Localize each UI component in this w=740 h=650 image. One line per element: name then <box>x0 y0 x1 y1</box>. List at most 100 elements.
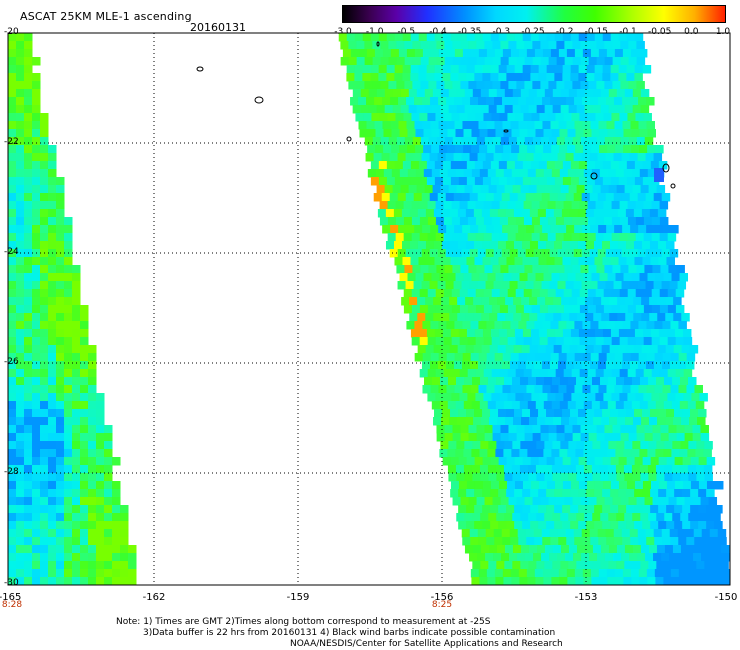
swath-cell <box>562 73 571 82</box>
swath-cell <box>479 449 488 458</box>
swath-cell <box>534 97 543 106</box>
swath-cell <box>596 265 605 274</box>
swath-cell <box>599 169 609 178</box>
swath-cell <box>520 89 530 98</box>
swath-cell <box>541 193 551 202</box>
swath-cell <box>32 113 41 122</box>
swath-cell <box>400 89 410 98</box>
swath-cell <box>580 425 589 434</box>
swath-cell <box>542 49 552 58</box>
swath-cell <box>8 105 17 114</box>
swath-cell <box>350 49 360 58</box>
swath-cell <box>502 353 512 362</box>
swath-cell <box>426 73 435 82</box>
swath-cell <box>40 489 49 498</box>
swath-cell <box>88 417 97 426</box>
swath-cell <box>72 377 81 386</box>
swath-cell <box>629 249 639 258</box>
swath-cell <box>570 481 580 490</box>
swath-cell <box>406 321 415 330</box>
swath-cell <box>455 449 464 458</box>
swath-cell <box>529 345 539 354</box>
swath-cell <box>458 409 467 418</box>
swath-cell <box>454 121 463 130</box>
swath-cell <box>48 153 57 162</box>
swath-cell <box>602 457 612 466</box>
swath-cell <box>589 553 598 562</box>
swath-cell <box>685 529 695 538</box>
swath-cell <box>636 433 646 442</box>
swath-cell <box>480 473 489 482</box>
swath-cell <box>64 369 73 378</box>
swath-cell <box>440 441 449 450</box>
swath-cell <box>416 105 426 114</box>
swath-cell <box>571 337 581 346</box>
swath-cell <box>24 561 33 570</box>
swath-cell <box>500 265 509 274</box>
swath-cell <box>500 425 509 434</box>
swath-cell <box>514 65 524 74</box>
swath-cell <box>597 553 606 562</box>
swath-cell <box>473 345 483 354</box>
swath-cell <box>72 329 81 338</box>
swath-cell <box>440 185 450 194</box>
swath-cell <box>543 577 552 585</box>
swath-cell <box>623 129 632 138</box>
swath-cell <box>650 329 660 338</box>
swath-cell <box>112 489 121 498</box>
swath-cell <box>519 145 528 154</box>
swath-cell <box>56 505 65 514</box>
swath-cell <box>582 353 592 362</box>
swath-cell <box>592 89 602 98</box>
swath-cell <box>680 561 689 570</box>
swath-cell <box>40 561 49 570</box>
swath-cell <box>577 345 587 354</box>
swath-cell <box>415 129 424 138</box>
swath-cell <box>414 49 424 58</box>
swath-cell <box>491 305 501 314</box>
swath-cell <box>678 385 687 394</box>
swath-cell <box>40 313 49 322</box>
swath-cell <box>649 297 658 306</box>
swath-cell <box>601 313 610 322</box>
swath-cell <box>594 521 603 530</box>
swath-cell <box>626 73 635 82</box>
swath-cell <box>700 433 710 442</box>
swath-cell <box>585 241 595 250</box>
swath-cell <box>450 177 460 186</box>
swath-cell <box>24 97 33 106</box>
swath-cell <box>366 49 376 58</box>
swath-cell <box>16 425 25 434</box>
swath-cell <box>32 473 41 482</box>
swath-cell <box>662 353 672 362</box>
swath-cell <box>539 201 549 210</box>
swath-cell <box>450 489 459 498</box>
swath-cell <box>8 33 17 42</box>
swath-cell <box>650 161 660 170</box>
swath-cell <box>56 177 65 186</box>
swath-cell <box>537 241 547 250</box>
swath-cell <box>112 577 121 585</box>
swath-cell <box>492 57 502 66</box>
swath-cell <box>609 417 618 426</box>
swath-cell <box>438 385 447 394</box>
swath-cell <box>680 513 689 522</box>
swath-cell <box>359 129 368 138</box>
swath-cell <box>673 345 683 354</box>
swath-cell <box>477 153 487 162</box>
swath-cell <box>513 297 522 306</box>
swath-cell <box>530 161 540 170</box>
lat-label: -24 <box>4 247 19 257</box>
swath-cell <box>541 249 551 258</box>
swath-cell <box>40 169 49 178</box>
swath-cell <box>583 169 593 178</box>
swath-cell <box>486 353 496 362</box>
swath-cell <box>564 433 574 442</box>
swath-cell <box>530 489 539 498</box>
swath-cell <box>72 369 81 378</box>
swath-cell <box>698 457 708 466</box>
swath-cell <box>543 273 553 282</box>
swath-cell <box>637 361 647 370</box>
swath-cell <box>494 537 503 546</box>
swath-cell <box>96 545 105 554</box>
